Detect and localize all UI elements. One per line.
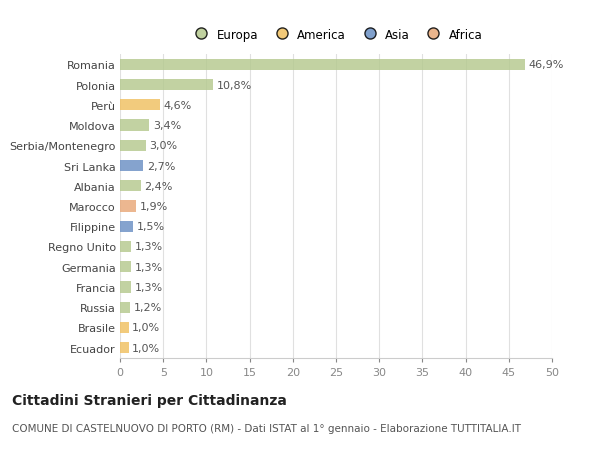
- Bar: [120, 80, 214, 91]
- Text: COMUNE DI CASTELNUOVO DI PORTO (RM) - Dati ISTAT al 1° gennaio - Elaborazione TU: COMUNE DI CASTELNUOVO DI PORTO (RM) - Da…: [12, 424, 521, 433]
- Text: Cittadini Stranieri per Cittadinanza: Cittadini Stranieri per Cittadinanza: [12, 393, 287, 407]
- Bar: [120, 302, 130, 313]
- Legend: Europa, America, Asia, Africa: Europa, America, Asia, Africa: [185, 24, 487, 46]
- Text: 10,8%: 10,8%: [217, 80, 252, 90]
- Bar: [120, 120, 149, 131]
- Bar: [120, 181, 141, 192]
- Bar: [120, 262, 131, 273]
- Bar: [120, 161, 143, 172]
- Text: 1,3%: 1,3%: [134, 262, 163, 272]
- Bar: [120, 282, 131, 293]
- Text: 1,0%: 1,0%: [132, 323, 160, 333]
- Bar: [120, 342, 128, 353]
- Bar: [120, 201, 136, 212]
- Text: 1,0%: 1,0%: [132, 343, 160, 353]
- Bar: [120, 140, 146, 151]
- Text: 2,7%: 2,7%: [147, 161, 175, 171]
- Text: 1,2%: 1,2%: [134, 302, 162, 313]
- Bar: [120, 241, 131, 252]
- Bar: [120, 100, 160, 111]
- Text: 1,3%: 1,3%: [134, 282, 163, 292]
- Text: 1,3%: 1,3%: [134, 242, 163, 252]
- Text: 3,0%: 3,0%: [149, 141, 178, 151]
- Text: 1,9%: 1,9%: [140, 202, 168, 212]
- Bar: [120, 60, 525, 71]
- Bar: [120, 221, 133, 232]
- Text: 46,9%: 46,9%: [529, 60, 564, 70]
- Text: 2,4%: 2,4%: [144, 181, 173, 191]
- Text: 4,6%: 4,6%: [163, 101, 191, 111]
- Text: 1,5%: 1,5%: [136, 222, 164, 232]
- Text: 3,4%: 3,4%: [153, 121, 181, 131]
- Bar: [120, 322, 128, 333]
